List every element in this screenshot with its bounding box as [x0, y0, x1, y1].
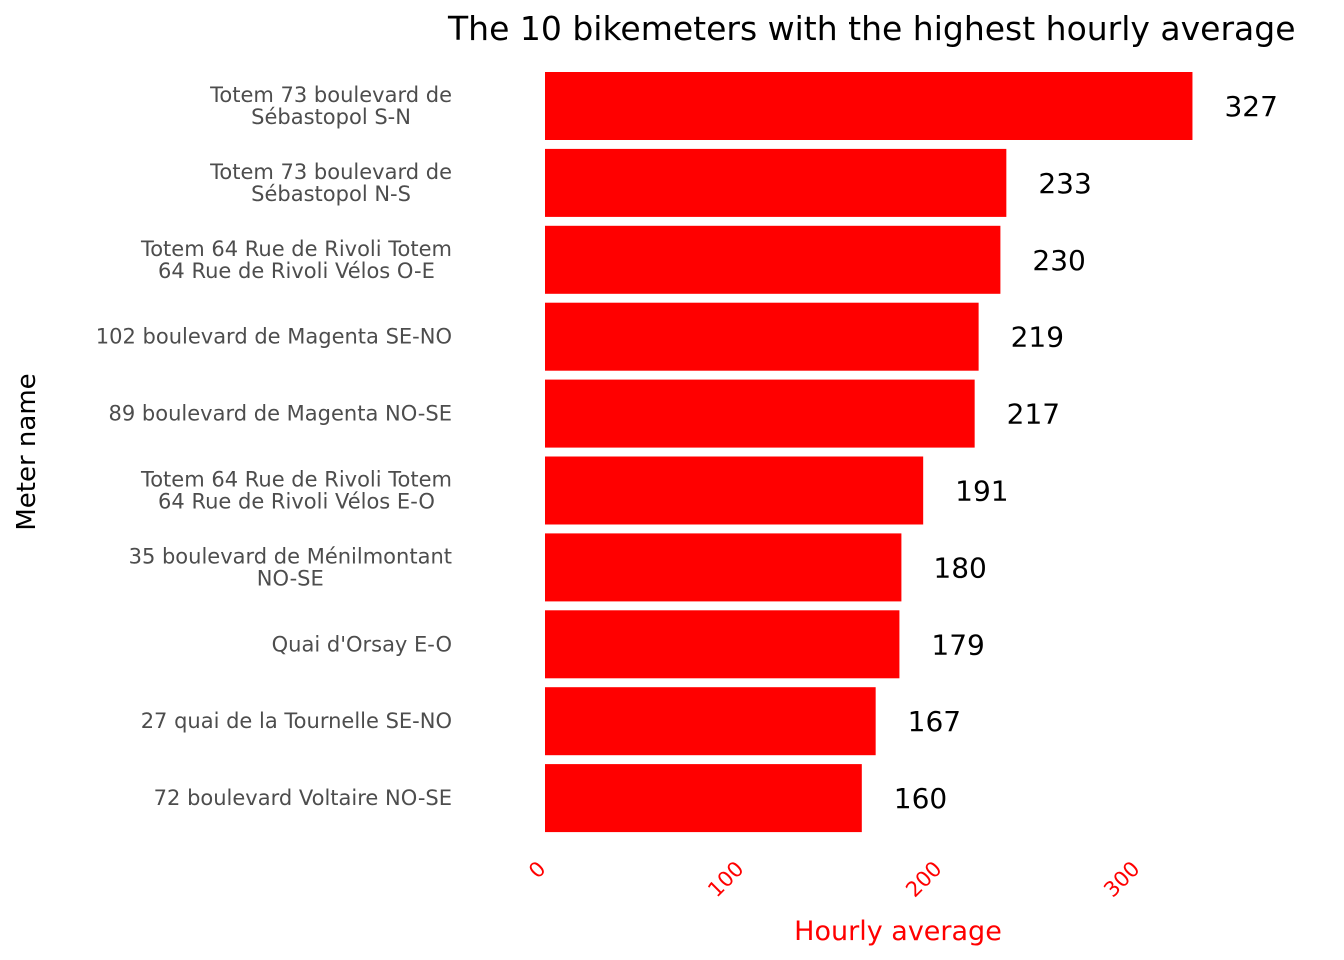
x-tick-label: 100 [703, 857, 748, 902]
bar [545, 456, 924, 525]
category-label-line: 27 quai de la Tournelle SE-NO [141, 709, 452, 733]
value-label: 191 [955, 475, 1008, 508]
category-label-line: Totem 73 boulevard de [209, 160, 452, 184]
category-label-line: Quai d'Orsay E-O [272, 632, 452, 656]
bar [545, 610, 900, 679]
value-label: 327 [1224, 90, 1277, 123]
category-label-line: 89 boulevard de Magenta NO-SE [109, 402, 452, 426]
bar [545, 379, 975, 448]
x-tick-label: 300 [1099, 857, 1144, 902]
bar [545, 72, 1193, 140]
category-label: 27 quai de la Tournelle SE-NO [141, 709, 452, 733]
category-label-line: 72 boulevard Voltaire NO-SE [154, 786, 452, 810]
category-label: 102 boulevard de Magenta SE-NO [96, 325, 452, 349]
category-label-line: 35 boulevard de Ménilmontant [129, 544, 452, 568]
category-label-line: Totem 73 boulevard de [209, 83, 452, 107]
value-label: 180 [933, 551, 986, 584]
x-tick-label: 0 [524, 857, 550, 883]
category-label-line: Totem 64 Rue de Rivoli Totem [140, 237, 452, 261]
bar [545, 533, 902, 602]
category-labels-group: Totem 73 boulevard de Sébastopol S-NTotem… [96, 83, 452, 810]
category-label-line: Totem 64 Rue de Rivoli Totem [140, 468, 452, 492]
value-label: 219 [1011, 321, 1064, 354]
category-label-line: Sébastopol N-S [251, 182, 411, 206]
value-labels-group: 327 233 230 219 217 191 180 179 167 160 [894, 90, 1278, 815]
category-label-line: 102 boulevard de Magenta SE-NO [96, 325, 452, 349]
x-tick-labels-group: 0 100 200 300 [524, 857, 1144, 902]
x-axis-label: Hourly average [794, 916, 1002, 947]
value-label: 167 [908, 705, 961, 738]
bar [545, 302, 979, 371]
value-label: 217 [1007, 398, 1060, 431]
category-label: Quai d'Orsay E-O [272, 632, 452, 656]
category-label: 89 boulevard de Magenta NO-SE [109, 402, 452, 426]
category-label: Totem 64 Rue de Rivoli Totem 64 Rue de Ri… [140, 468, 452, 514]
bar [545, 148, 1007, 217]
category-label: 35 boulevard de Ménilmontant NO-SE [129, 544, 452, 590]
value-label: 160 [894, 782, 947, 815]
chart-title: The 10 bikemeters with the highest hourl… [447, 9, 1296, 48]
category-label: Totem 64 Rue de Rivoli Totem 64 Rue de Ri… [140, 237, 452, 283]
category-label-line: NO-SE [257, 566, 324, 590]
bar [545, 764, 862, 833]
bar [545, 225, 1001, 294]
x-tick-label: 200 [901, 857, 946, 902]
bars-group [545, 72, 1193, 833]
category-label-line: Sébastopol S-N [251, 105, 411, 129]
category-label-line: 64 Rue de Rivoli Vélos E-O [158, 490, 435, 514]
category-label-line: 64 Rue de Rivoli Vélos O-E [158, 259, 435, 283]
category-label: Totem 73 boulevard de Sébastopol S-N [209, 83, 452, 129]
value-label: 230 [1032, 244, 1085, 277]
bar [545, 687, 876, 756]
value-label: 233 [1038, 167, 1091, 200]
category-label: 72 boulevard Voltaire NO-SE [154, 786, 452, 810]
category-label: Totem 73 boulevard de Sébastopol N-S [209, 160, 452, 206]
y-axis-label: Meter name [12, 373, 42, 530]
value-label: 179 [931, 628, 984, 661]
